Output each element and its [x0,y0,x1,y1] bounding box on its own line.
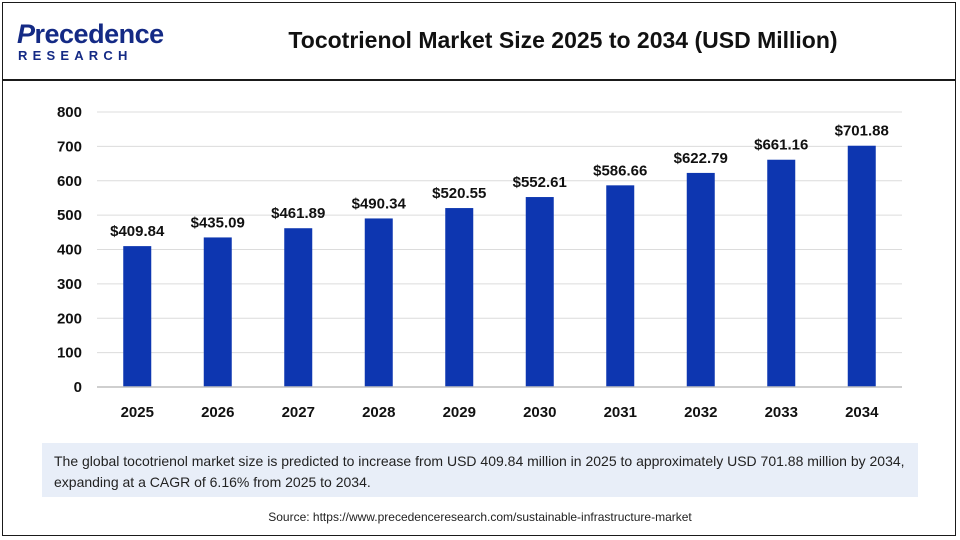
x-tick-label: 2025 [121,404,154,421]
y-tick-label: 500 [57,207,82,224]
bar [686,172,715,387]
data-label: $435.09 [191,214,245,231]
x-tick-label: 2034 [845,404,879,421]
x-tick-label: 2032 [684,404,717,421]
data-label: $622.79 [674,150,728,167]
y-tick-label: 700 [57,138,82,155]
data-label: $490.34 [352,195,407,212]
data-label: $586.66 [593,162,647,179]
precedence-research-logo: Precedence RESEARCH [17,17,167,67]
source-text: Source: https://www.precedenceresearch.c… [268,510,692,524]
x-tick-label: 2030 [523,404,556,421]
logo-wordmark: Precedence [17,19,164,50]
y-tick-label: 800 [57,104,82,121]
x-tick-label: 2031 [604,404,637,421]
bar [123,246,152,387]
data-label: $520.55 [432,185,486,202]
x-tick-label: 2027 [282,404,315,421]
x-tick-label: 2026 [201,404,234,421]
data-label: $461.89 [271,205,325,222]
logo-subtitle: RESEARCH [18,48,133,63]
y-tick-label: 300 [57,276,82,293]
header: Precedence RESEARCH Tocotrienol Market S… [3,3,955,81]
bar [767,159,796,387]
data-label: $552.61 [513,174,567,191]
data-label: $409.84 [110,223,165,240]
y-tick-label: 0 [74,379,82,396]
bar [203,237,232,387]
summary-text: The global tocotrienol market size is pr… [42,443,918,497]
data-label: $661.16 [754,137,808,154]
bar [284,228,313,387]
data-label: $701.88 [835,123,889,140]
bar [364,218,393,387]
bar [847,145,876,387]
x-tick-label: 2028 [362,404,395,421]
logo-initial: P [17,19,35,49]
x-tick-label: 2033 [765,404,798,421]
bar [525,197,554,387]
bar [445,208,474,387]
bar [606,185,635,387]
x-tick-label: 2029 [443,404,476,421]
bar-chart: 0 100 200 300 400 500 600 700 800 $409.84 2025 $435… [57,104,902,421]
y-tick-label: 600 [57,173,82,190]
y-tick-label: 400 [57,242,82,259]
logo-wordmark-rest: recedence [34,19,165,49]
chart-title: Tocotrienol Market Size 2025 to 2034 (US… [288,27,838,53]
y-tick-label: 200 [57,310,82,327]
y-tick-label: 100 [57,345,82,362]
